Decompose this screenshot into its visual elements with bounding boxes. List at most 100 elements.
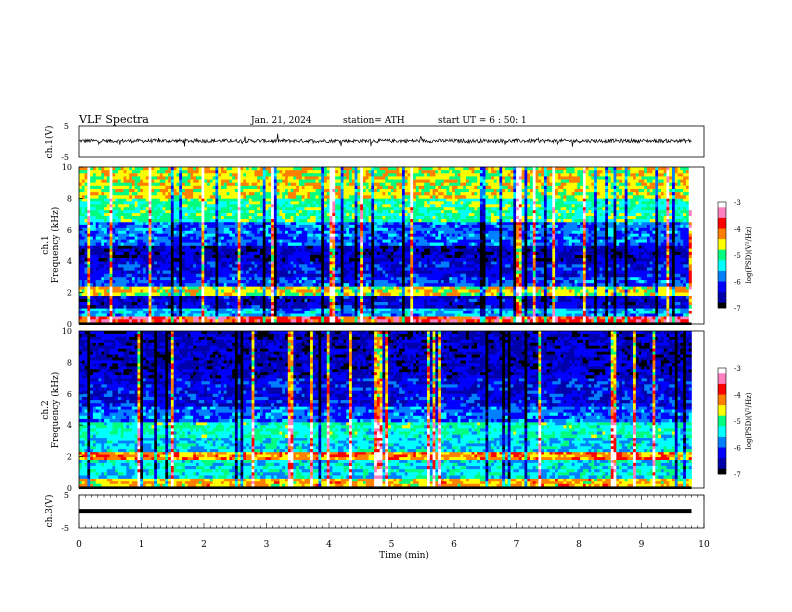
spectrogram-cell xyxy=(340,227,344,232)
spectrogram-cell xyxy=(457,308,464,312)
spectrogram-cell xyxy=(321,227,325,232)
spectrogram-cell xyxy=(240,245,247,249)
spectrogram-cell xyxy=(516,230,520,235)
spectrogram-cell xyxy=(109,298,113,303)
spectrogram-cell xyxy=(460,251,464,256)
spectrogram-cell xyxy=(513,305,517,309)
spectrogram-cell xyxy=(555,310,559,314)
spectrogram-cell xyxy=(218,310,225,314)
spectrogram-cell xyxy=(471,227,475,232)
spectrogram-cell xyxy=(145,221,149,226)
spectrogram-cell xyxy=(496,283,500,287)
spectrogram-cell xyxy=(123,221,127,226)
spectrogram-cell xyxy=(674,286,687,290)
spectrogram-cell xyxy=(410,316,414,320)
spectrogram-cell xyxy=(602,251,606,256)
spectrogram-cell xyxy=(145,273,149,278)
spectrogram-cell xyxy=(666,230,670,235)
spectrogram-cell xyxy=(293,248,297,253)
spectrogram-cell xyxy=(635,316,642,320)
spectrogram-cell xyxy=(605,254,609,259)
spectrogram-cell xyxy=(594,302,598,306)
spectrogram-cell xyxy=(176,251,180,256)
spectrogram-cell xyxy=(666,280,670,284)
spectrogram-cell xyxy=(463,230,467,235)
spectrogram-cell xyxy=(552,270,556,275)
spectrogram-cell xyxy=(343,233,353,237)
spectrogram-cell xyxy=(502,289,506,293)
spectrogram-cell xyxy=(368,221,372,226)
spectrogram-cell xyxy=(543,316,548,320)
spectrogram-cell xyxy=(362,270,369,275)
spectrogram-cell xyxy=(343,251,347,256)
spectrogram-cell xyxy=(513,227,517,232)
spectrogram-cell xyxy=(346,221,350,226)
spectrogram-cell xyxy=(312,289,316,293)
spectrogram-cell xyxy=(413,251,417,256)
spectrogram-cell xyxy=(248,230,252,235)
spectrogram-cell xyxy=(491,258,495,262)
spectrogram-cell xyxy=(237,227,241,232)
spectrogram-cell xyxy=(335,308,342,312)
spectrogram-cell xyxy=(360,295,364,300)
spectrogram-cell xyxy=(479,245,483,249)
spectrogram-cell xyxy=(268,233,272,237)
spectrogram-cell xyxy=(190,308,194,312)
spectrogram-cell xyxy=(220,251,225,256)
spectrogram-cell xyxy=(379,316,386,320)
spectrogram-cell xyxy=(151,286,155,290)
spectrogram-cell xyxy=(502,270,509,275)
spectrogram-cell xyxy=(190,245,197,249)
spectrogram-cell xyxy=(535,273,539,278)
spectrogram-cell xyxy=(109,308,113,312)
spectrogram-cell xyxy=(115,316,122,320)
spectrogram-cell xyxy=(680,276,687,281)
spectrogram-cell xyxy=(660,258,667,262)
spectrogram-cell xyxy=(516,224,520,229)
spectrogram-cell xyxy=(582,286,586,290)
spectrogram-cell xyxy=(404,276,411,281)
spectrogram-cell xyxy=(148,258,152,262)
spectrogram-cell xyxy=(168,292,172,297)
spectrogram-cell xyxy=(683,280,687,284)
spectrogram-cell xyxy=(201,276,205,281)
spectrogram-cell xyxy=(276,258,280,262)
spectrogram-cell xyxy=(357,258,361,262)
spectrogram-cell xyxy=(182,310,186,314)
spectrogram-cell xyxy=(465,258,472,262)
spectrogram-cell xyxy=(296,267,300,271)
spectrogram-cell xyxy=(635,310,639,314)
spectrogram-cell xyxy=(115,248,124,253)
spectrogram-cell xyxy=(555,264,559,268)
spectrogram-cell xyxy=(413,313,419,317)
spectrogram-cell xyxy=(627,254,634,259)
spectrogram-cell xyxy=(343,319,347,323)
spectrogram-cell xyxy=(680,319,684,323)
spectrogram-cell xyxy=(279,254,283,259)
spectrogram-cell xyxy=(454,227,461,232)
spectrogram-cell xyxy=(518,251,522,256)
spectrogram-cell xyxy=(324,233,328,237)
spectrogram-cell xyxy=(246,302,250,306)
spectrogram-cell xyxy=(287,261,291,265)
spectrogram-cell xyxy=(449,251,453,256)
spectrogram-cell xyxy=(279,280,289,284)
spectrogram-cell xyxy=(460,276,464,281)
spectrogram-cell xyxy=(449,305,458,309)
spectrogram-cell xyxy=(393,258,397,262)
spectrogram-cell xyxy=(574,310,578,314)
spectrogram-cell xyxy=(326,233,330,237)
spectrogram-cell xyxy=(212,251,216,256)
spectrogram-cell xyxy=(140,230,144,235)
spectrogram-cell xyxy=(571,283,575,287)
spectrogram-cell xyxy=(555,267,561,271)
spectrogram-cell xyxy=(385,283,389,287)
spectrogram-cell xyxy=(81,233,88,237)
spectrogram-cell xyxy=(415,280,422,284)
spectrogram-cell xyxy=(516,313,520,317)
spectrogram-cell xyxy=(87,289,91,293)
spectrogram-cell xyxy=(672,273,676,278)
spectrogram-cell xyxy=(666,308,670,312)
spectrogram-cell xyxy=(184,283,188,287)
spectrogram-cell xyxy=(602,283,606,287)
